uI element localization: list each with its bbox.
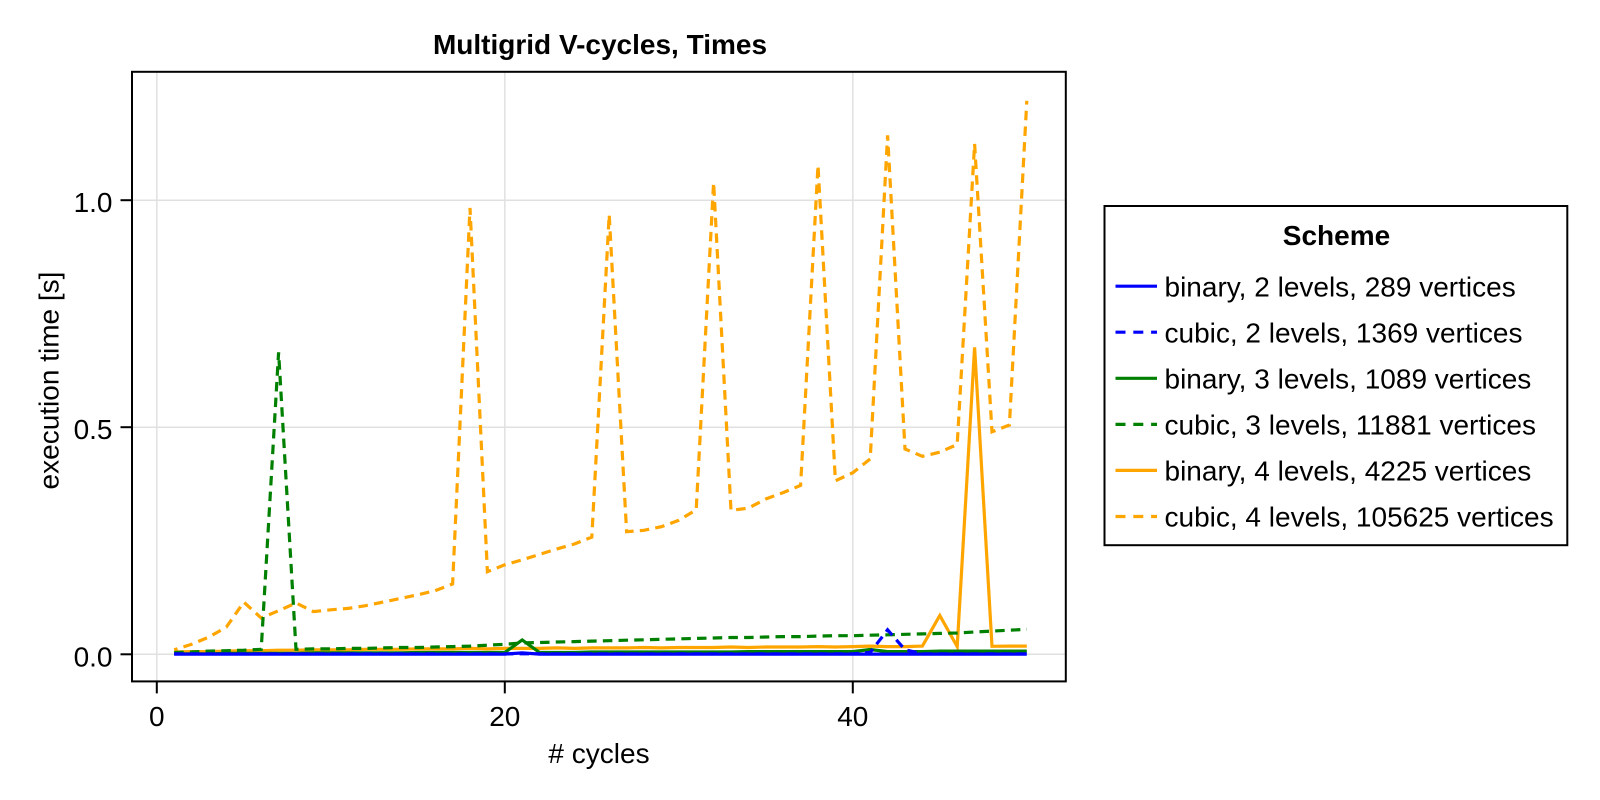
svg-text:cubic, 3 levels, 11881 vertice: cubic, 3 levels, 11881 vertices [1165,410,1536,441]
svg-text:Multigrid V-cycles, Times: Multigrid V-cycles, Times [433,29,767,60]
svg-text:binary, 3 levels, 1089 vertice: binary, 3 levels, 1089 vertices [1165,363,1532,394]
svg-text:0: 0 [149,701,165,732]
svg-text:# cycles: # cycles [548,738,649,769]
svg-text:cubic, 4 levels, 105625 vertic: cubic, 4 levels, 105625 vertices [1165,502,1554,533]
svg-text:40: 40 [837,701,868,732]
svg-text:binary, 4 levels, 4225 vertice: binary, 4 levels, 4225 vertices [1165,456,1532,487]
svg-text:0.0: 0.0 [74,641,113,672]
svg-text:cubic, 2 levels, 1369 vertices: cubic, 2 levels, 1369 vertices [1165,317,1523,348]
svg-text:Scheme: Scheme [1283,220,1390,251]
svg-text:execution time [s]: execution time [s] [33,272,64,490]
svg-text:20: 20 [489,701,520,732]
svg-text:1.0: 1.0 [74,187,113,218]
svg-text:0.5: 0.5 [74,414,113,445]
svg-text:binary, 2 levels, 289 vertices: binary, 2 levels, 289 vertices [1165,271,1516,302]
